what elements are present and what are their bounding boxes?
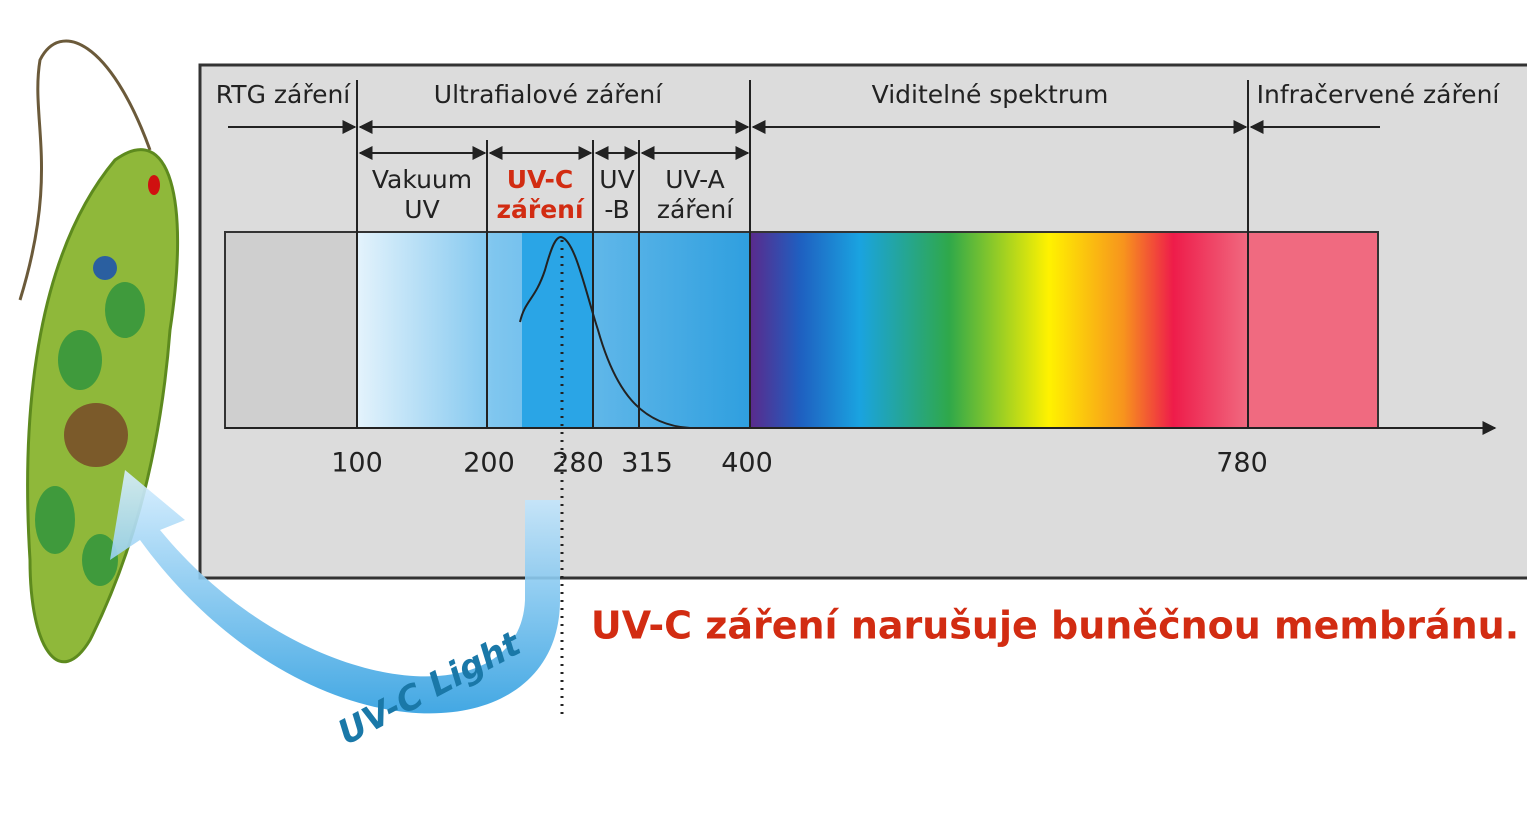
dividers bbox=[356, 80, 1249, 428]
band-label: -B bbox=[604, 195, 629, 224]
tick-label: 200 bbox=[463, 448, 515, 479]
xray-band bbox=[224, 231, 358, 429]
uvc-highlight bbox=[522, 232, 593, 428]
tick-label: 780 bbox=[1216, 448, 1268, 479]
band-label: záření bbox=[496, 195, 585, 224]
tick-label: 280 bbox=[552, 448, 604, 479]
band-label: UV bbox=[599, 165, 634, 194]
absorption-curve bbox=[519, 235, 691, 429]
tick-label: 100 bbox=[331, 448, 383, 479]
tick-label: 400 bbox=[721, 448, 773, 479]
region-label: Viditelné spektrum bbox=[872, 80, 1109, 109]
band-label: UV-A bbox=[665, 165, 725, 194]
tick-label: 315 bbox=[621, 448, 673, 479]
organism bbox=[18, 39, 180, 664]
region-label: RTG záření bbox=[216, 80, 352, 109]
region-label: Infračervené záření bbox=[1257, 80, 1501, 109]
band-label: UV bbox=[404, 195, 439, 224]
caption: UV-C záření narušuje buněčnou membránu. bbox=[591, 604, 1519, 648]
range-arrows bbox=[228, 120, 1380, 160]
band-label: Vakuum bbox=[372, 165, 472, 194]
band-label: UV-C bbox=[507, 165, 574, 194]
band-label: záření bbox=[657, 195, 734, 224]
region-label: Ultrafialové záření bbox=[434, 80, 663, 109]
uvc-arrow bbox=[110, 470, 560, 714]
labels: RTG záření Ultrafialové záření Viditelné s… bbox=[216, 80, 1501, 479]
visible-band bbox=[750, 232, 1248, 428]
ir-band bbox=[1247, 231, 1379, 429]
